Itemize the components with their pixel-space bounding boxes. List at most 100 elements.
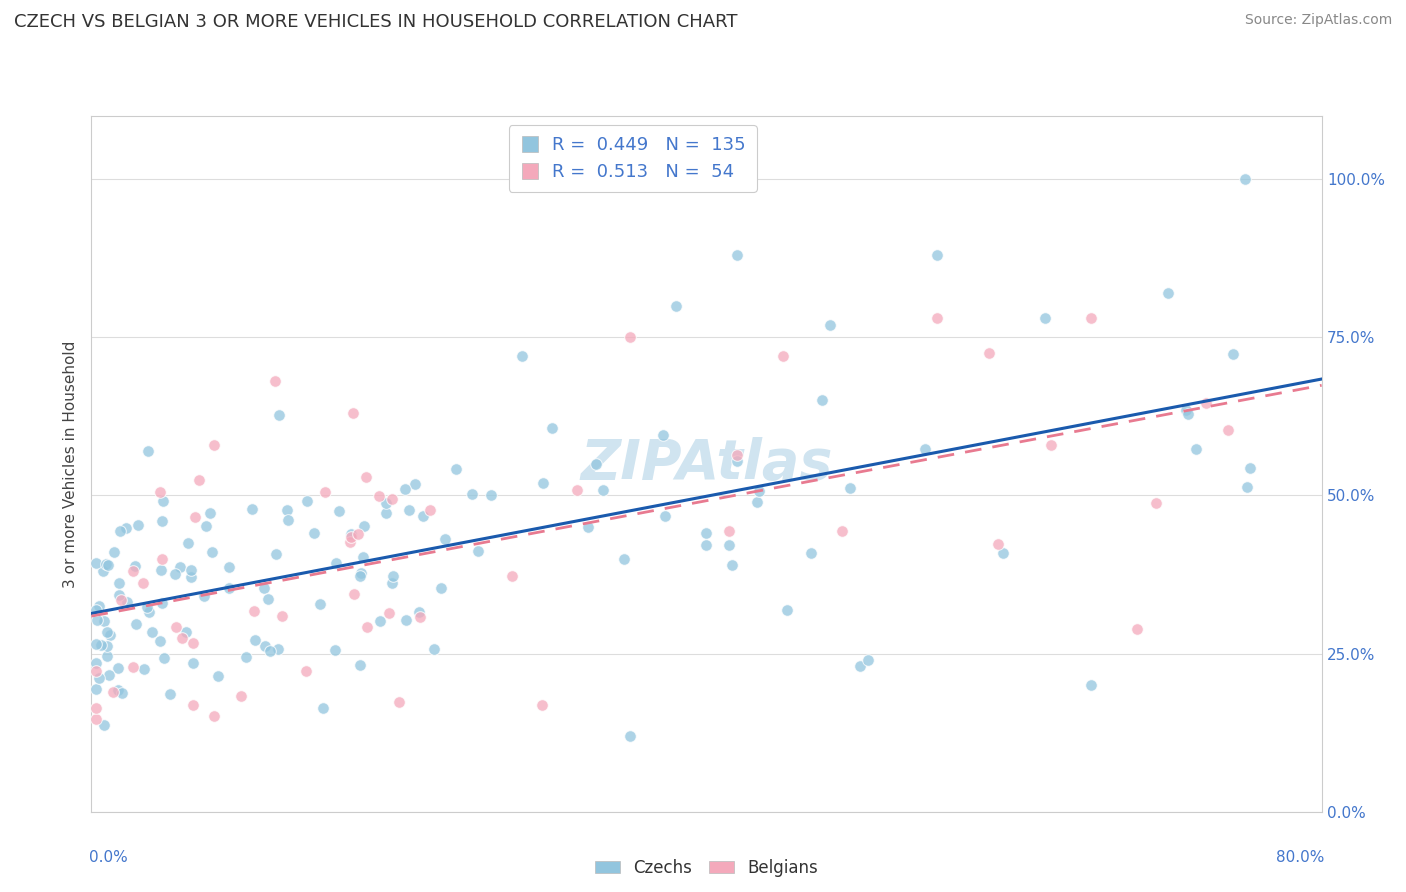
Point [181, 698, 204, 713]
Point [349, 569, 371, 583]
Point [90, 638, 112, 652]
Point [108, 589, 131, 603]
Point [84, 603, 107, 617]
Point [107, 661, 129, 675]
Point [149, 485, 172, 500]
Point [295, 494, 318, 508]
Point [772, 349, 794, 363]
Point [229, 690, 252, 704]
Point [388, 695, 411, 709]
Point [1236, 480, 1258, 494]
Point [531, 476, 554, 491]
Point [353, 519, 375, 533]
Point [541, 420, 564, 434]
Y-axis label: 3 or more Vehicles in Household: 3 or more Vehicles in Household [63, 340, 79, 588]
Point [174, 625, 197, 640]
Point [343, 587, 366, 601]
Point [184, 509, 207, 524]
Point [253, 639, 276, 653]
Point [198, 506, 221, 520]
Point [927, 248, 949, 262]
Point [342, 406, 364, 420]
Point [180, 563, 202, 577]
Point [849, 659, 872, 673]
Point [367, 489, 389, 503]
Text: 0.0%: 0.0% [89, 850, 128, 865]
Point [84, 637, 107, 651]
Point [748, 483, 770, 498]
Point [1174, 403, 1197, 417]
Point [257, 591, 280, 606]
Point [124, 558, 146, 573]
Point [86, 614, 108, 628]
Point [93, 718, 115, 732]
Point [187, 473, 209, 487]
Point [419, 502, 441, 516]
Point [115, 521, 138, 535]
Point [195, 519, 218, 533]
Point [84, 681, 107, 696]
Text: ZIPAtlas: ZIPAtlas [581, 437, 832, 491]
Point [576, 520, 599, 534]
Point [381, 576, 404, 591]
Point [354, 470, 377, 484]
Point [1216, 423, 1239, 437]
Point [347, 527, 370, 541]
Point [340, 530, 363, 544]
Point [585, 457, 607, 471]
Point [776, 603, 799, 617]
Point [309, 597, 332, 611]
Legend: Czechs, Belgians: Czechs, Belgians [588, 852, 825, 883]
Point [339, 534, 361, 549]
Point [991, 546, 1014, 560]
Point [368, 614, 391, 628]
Point [856, 653, 879, 667]
Text: 80.0%: 80.0% [1275, 850, 1324, 865]
Point [107, 682, 129, 697]
Point [412, 508, 434, 523]
Point [149, 633, 172, 648]
Point [259, 644, 281, 658]
Point [267, 641, 290, 656]
Point [243, 633, 266, 648]
Point [141, 624, 163, 639]
Point [353, 549, 375, 564]
Point [111, 686, 134, 700]
Point [138, 605, 160, 619]
Point [725, 454, 748, 468]
Point [1184, 442, 1206, 457]
Point [277, 513, 299, 527]
Point [720, 558, 742, 573]
Point [84, 700, 107, 714]
Point [202, 438, 225, 452]
Point [295, 665, 318, 679]
Point [117, 595, 139, 609]
Point [375, 496, 398, 510]
Point [169, 559, 191, 574]
Point [103, 545, 125, 559]
Point [1239, 460, 1261, 475]
Point [408, 605, 430, 619]
Point [409, 609, 432, 624]
Point [695, 526, 717, 541]
Point [323, 642, 346, 657]
Point [1144, 496, 1167, 510]
Point [927, 311, 949, 326]
Point [479, 488, 502, 502]
Point [89, 672, 111, 686]
Point [831, 524, 853, 538]
Point [619, 729, 641, 743]
Point [264, 547, 287, 561]
Point [96, 639, 118, 653]
Point [510, 349, 533, 363]
Point [125, 617, 148, 632]
Point [1233, 172, 1256, 186]
Point [654, 508, 676, 523]
Point [91, 564, 114, 578]
Point [1080, 311, 1102, 326]
Point [302, 525, 325, 540]
Point [267, 409, 290, 423]
Point [818, 318, 841, 332]
Point [193, 589, 215, 603]
Point [349, 657, 371, 672]
